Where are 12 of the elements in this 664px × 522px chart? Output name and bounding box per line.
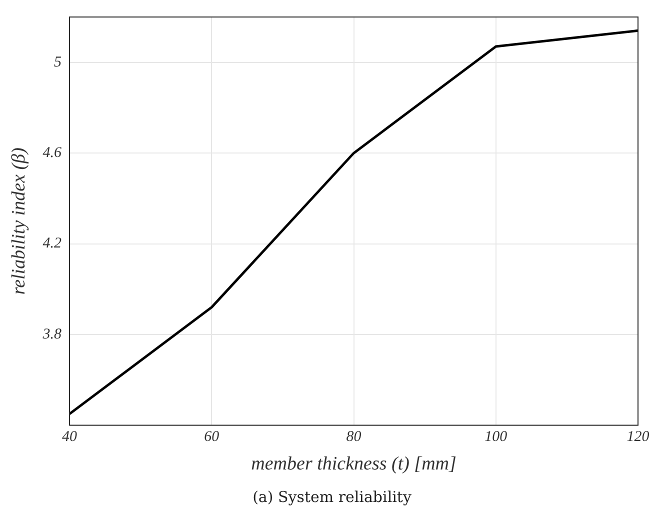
text: (a) System reliability <box>252 488 412 506</box>
x-axis-title: member thickness (t) [mm] <box>251 454 456 475</box>
y-tick-label: 4.6 <box>42 145 62 162</box>
x-tick-label: 60 <box>204 429 220 446</box>
y-tick-label: 5 <box>54 54 62 70</box>
x-tick-label: 120 <box>626 429 650 446</box>
y-axis-title: reliability index (β) <box>8 148 30 295</box>
x-tick-label: 40 <box>62 429 78 446</box>
x-tick-label: 100 <box>484 429 508 446</box>
x-tick-label: 80 <box>346 429 362 446</box>
y-tick-label: 3.8 <box>42 326 62 342</box>
y-tick-label: 4.2 <box>42 236 62 252</box>
